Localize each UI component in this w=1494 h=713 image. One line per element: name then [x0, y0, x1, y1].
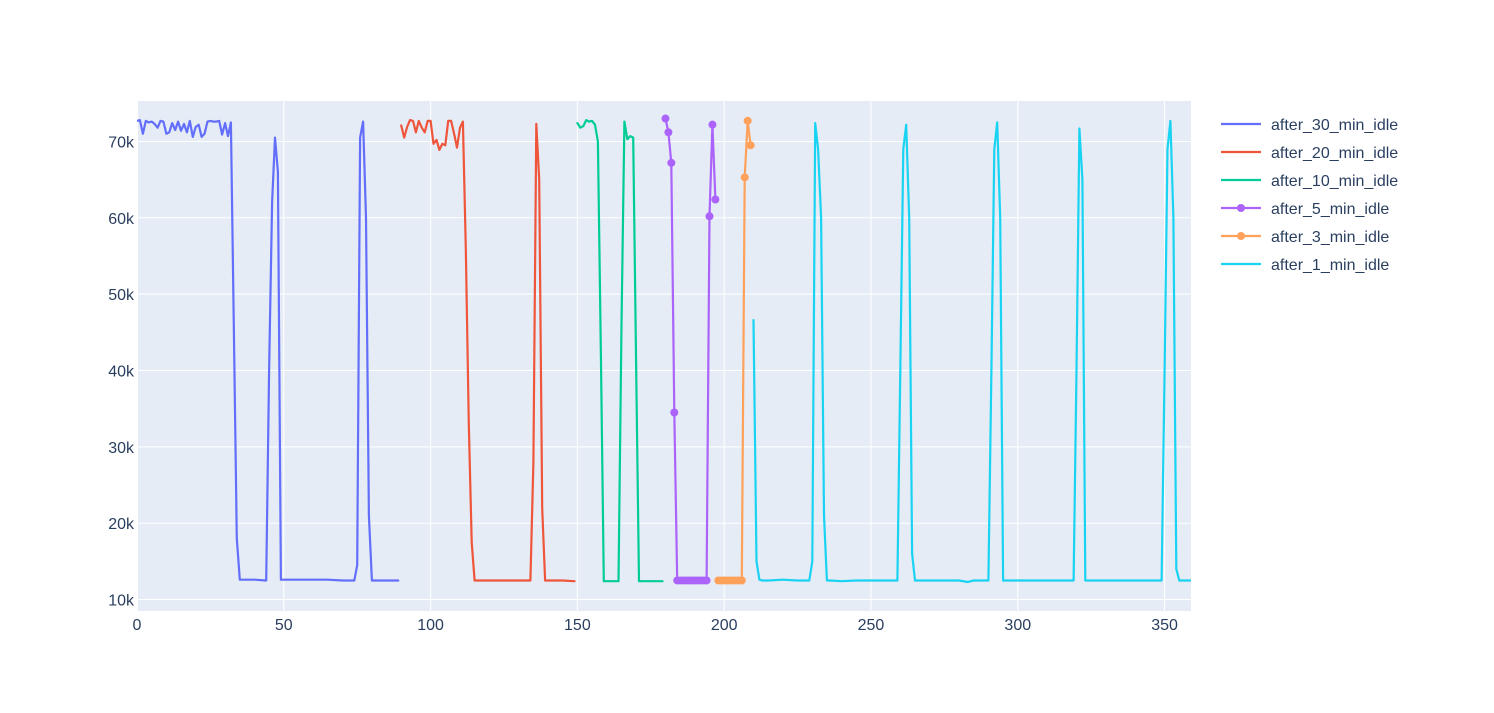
data-point[interactable] [705, 212, 714, 221]
data-point[interactable] [740, 173, 749, 182]
plot-area [137, 101, 1191, 611]
data-point[interactable] [737, 576, 746, 585]
data-point[interactable] [708, 120, 717, 129]
y-tick-label: 60k [108, 211, 135, 228]
legend-item-after-30-min-idle[interactable]: after_30_min_idle [1221, 117, 1398, 134]
y-tick-label: 20k [108, 516, 135, 533]
legend-label: after_20_min_idle [1271, 145, 1398, 162]
legend[interactable]: after_30_min_idle after_20_min_idle after_… [1221, 117, 1398, 274]
legend-item-after-3-min-idle[interactable]: after_3_min_idle [1221, 229, 1389, 246]
x-tick-label: 100 [417, 617, 444, 634]
data-point[interactable] [702, 576, 711, 585]
legend-label: after_30_min_idle [1271, 117, 1398, 134]
y-tick-label: 10k [108, 593, 135, 610]
legend-marker [1237, 204, 1245, 212]
legend-item-after-10-min-idle[interactable]: after_10_min_idle [1221, 173, 1398, 190]
y-tick-label: 30k [108, 440, 135, 457]
x-tick-label: 250 [858, 617, 885, 634]
series-line-after-1-min-idle[interactable] [752, 119, 1192, 584]
x-tick-label: 350 [1151, 617, 1178, 634]
data-point[interactable] [670, 408, 679, 417]
series-line-after-10-min-idle[interactable] [576, 118, 664, 583]
y-tick-label: 70k [108, 134, 135, 151]
legend-marker [1237, 232, 1245, 240]
data-point[interactable] [711, 195, 720, 204]
data-point[interactable] [743, 116, 752, 125]
y-tick-label: 50k [108, 287, 135, 304]
series-line-after-20-min-idle[interactable] [400, 118, 576, 583]
data-point[interactable] [746, 141, 755, 150]
legend-item-after-1-min-idle[interactable]: after_1_min_idle [1221, 257, 1389, 274]
x-tick-label: 300 [1004, 617, 1031, 634]
marker-layer [661, 114, 755, 585]
x-tick-label: 50 [275, 617, 293, 634]
data-point[interactable] [667, 158, 676, 167]
series-layer [137, 117, 1192, 584]
x-tick-label: 0 [133, 617, 142, 634]
axis-tick-labels: 10k 20k 30k 40k 50k 60k 70k 0 50 100 150 200 250 300 3… [108, 134, 1178, 634]
legend-label: after_3_min_idle [1271, 229, 1389, 246]
legend-label: after_10_min_idle [1271, 173, 1398, 190]
legend-label: after_5_min_idle [1271, 201, 1389, 218]
legend-label: after_1_min_idle [1271, 257, 1389, 274]
x-tick-label: 200 [711, 617, 738, 634]
series-line-after-30-min-idle[interactable] [137, 118, 400, 582]
data-point[interactable] [661, 114, 670, 123]
x-tick-label: 150 [564, 617, 591, 634]
legend-item-after-5-min-idle[interactable]: after_5_min_idle [1221, 201, 1389, 218]
data-point[interactable] [664, 128, 673, 137]
y-tick-label: 40k [108, 364, 135, 381]
legend-item-after-20-min-idle[interactable]: after_20_min_idle [1221, 145, 1398, 162]
